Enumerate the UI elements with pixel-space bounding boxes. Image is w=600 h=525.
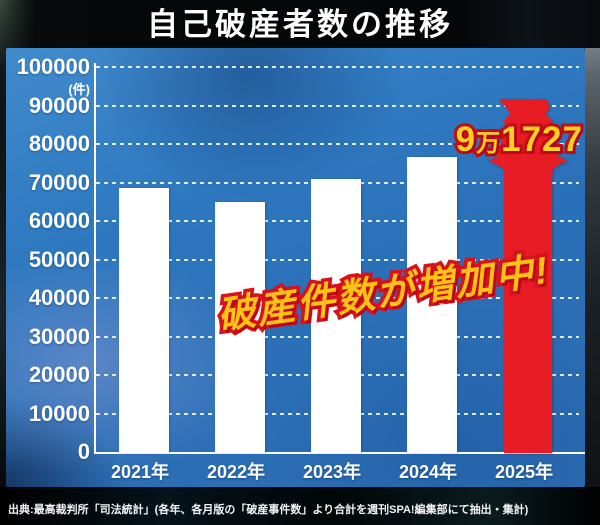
bar-2022年: [215, 201, 265, 453]
y-axis-line: [94, 63, 96, 454]
y-tick-label: 60000: [28, 208, 90, 233]
bar-2023年: [311, 178, 361, 453]
gridline-80000: [96, 143, 579, 145]
y-tick-label-zero: 0: [77, 439, 90, 464]
y-tick-label: 10000: [28, 400, 90, 426]
x-tick-label: 2022年: [206, 462, 266, 482]
page-title: 自己破産者数の推移: [147, 6, 453, 42]
y-tick-label: 20000: [28, 362, 90, 387]
gridline-90000: [96, 104, 579, 107]
source-text: 出典:最高裁判所「司法統計」(各年、各月版の「破産事件数」より合計を週刊SPA!…: [8, 504, 529, 516]
title-bar: 自己破産者数の推移: [0, 0, 600, 48]
x-axis-line: [94, 452, 585, 454]
y-tick-label: 80000: [28, 131, 90, 156]
y-tick-label: 100000: [16, 54, 90, 79]
gridline-100000: [96, 66, 579, 68]
background-texture-right: [585, 0, 600, 525]
x-tick-label: 2021年: [110, 462, 170, 482]
y-tick-label: 90000: [28, 92, 90, 118]
highlight-arrow-bar-2025年: [488, 98, 568, 453]
y-tick-label: 50000: [28, 246, 90, 272]
x-tick-label: 2024年: [398, 462, 458, 482]
bar-2024年: [407, 157, 457, 453]
plot-area: 10000 20000 30000 40000 50000 60000 70000 80000…: [6, 48, 585, 487]
peak-value-label: 9万1727: [453, 119, 585, 160]
arrow-shaft: [504, 173, 552, 453]
peak-rest-digits: 1727: [498, 119, 585, 160]
y-tick-label: 40000: [28, 285, 90, 310]
y-axis-unit-label: (件): [68, 82, 90, 97]
bar-2021年: [119, 188, 169, 453]
y-tick-label: 70000: [28, 169, 90, 195]
source-bar: 出典:最高裁判所「司法統計」(各年、各月版の「破産事件数」より合計を週刊SPA!…: [0, 487, 600, 525]
y-tick-label: 30000: [28, 323, 90, 349]
chart-panel: 10000 20000 30000 40000 50000 60000 70000 80000…: [6, 48, 585, 487]
x-tick-label: 2023年: [302, 462, 362, 482]
peak-man-unit: 万: [473, 129, 503, 159]
x-tick-label: 2025年: [494, 462, 554, 482]
peak-man-count: 9: [453, 119, 479, 160]
